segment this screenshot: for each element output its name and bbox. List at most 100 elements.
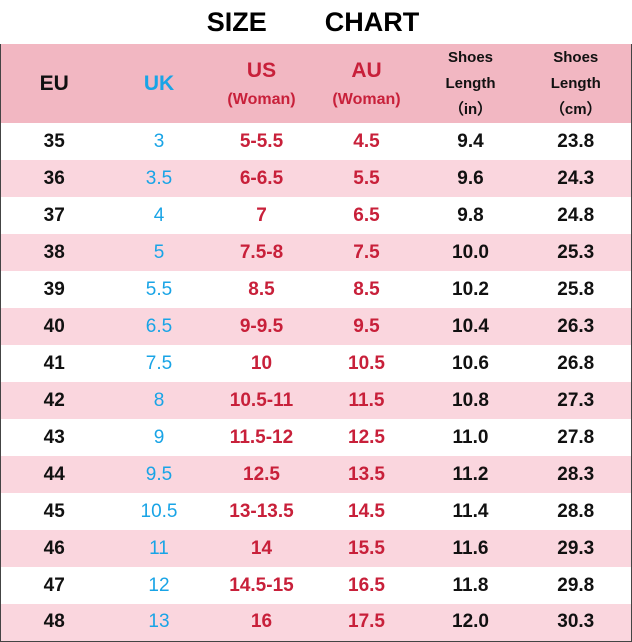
cell-uk: 3.5 [145,167,173,189]
cell-us: 10 [250,352,273,374]
cell-us: 14.5-15 [229,574,294,596]
title-word-size: SIZE [206,6,267,37]
table-row: 43 9 11.5-12 12.5 11.0 27.8 [0,419,632,456]
cell-us: 7 [256,204,267,226]
cell-eu: 40 [43,315,65,337]
cell-uk: 9.5 [145,463,173,485]
table-row: 44 9.5 12.5 13.5 11.2 28.3 [0,456,632,493]
cell-au: 17.5 [348,611,385,633]
cell-uk: 4 [153,204,165,226]
cell-au: 16.5 [348,574,385,596]
cell-length-in: 11.6 [452,537,489,559]
cell-length-in: 11.2 [452,463,489,485]
cell-length-in: 9.4 [457,130,484,152]
table-row: 39 5.5 8.5 8.5 10.2 25.8 [0,271,632,308]
cell-au: 15.5 [348,537,385,559]
chart-title: SIZE CHART [0,0,632,44]
cell-us: 7.5-8 [239,241,284,263]
cell-au: 6.5 [353,204,380,226]
header-eu-label: EU [39,71,69,95]
header-cm-line1: Shoes [553,48,599,66]
cell-au: 13.5 [348,463,385,485]
cell-length-cm: 29.8 [557,574,595,596]
cell-uk: 13 [148,611,170,633]
cell-us: 12.5 [243,463,280,485]
cell-au: 12.5 [348,426,385,448]
cell-us: 11.5-12 [229,426,294,448]
cell-length-cm: 30.3 [557,611,595,633]
cell-eu: 41 [43,352,65,374]
table-row: 42 8 10.5-11 11.5 10.8 27.3 [0,382,632,419]
table-row: 47 12 14.5-15 16.5 11.8 29.8 [0,567,632,604]
cell-length-in: 10.4 [452,315,489,337]
header-in-line3: （in） [448,100,493,118]
header-us: US (Woman) [211,44,313,123]
header-au: AU (Woman) [313,44,421,123]
header-in-line2: Length [445,74,496,92]
table-row: 37 4 7 6.5 9.8 24.8 [0,197,632,234]
table-row: 36 3.5 6-6.5 5.5 9.6 24.3 [0,160,632,197]
title-word-chart: CHART [324,6,420,37]
cell-length-in: 11.8 [452,574,489,596]
cell-length-cm: 27.3 [557,389,595,411]
header-uk: UK [108,44,211,123]
cell-length-in: 10.8 [452,389,489,411]
cell-length-cm: 24.3 [557,167,595,189]
header-us-label: US [246,58,277,82]
cell-eu: 46 [43,537,65,559]
size-table: EU UK US (Woman) AU (Woman) Shoes Length… [0,44,632,642]
cell-eu: 42 [43,389,65,411]
header-cm-line2: Length [550,74,601,92]
cell-length-in: 9.6 [457,167,484,189]
cell-uk: 5.5 [145,278,173,300]
cell-eu: 47 [43,574,65,596]
cell-length-cm: 28.8 [557,500,595,522]
table-row: 46 11 14 15.5 11.6 29.3 [0,530,632,567]
cell-length-cm: 25.8 [557,278,595,300]
header-au-sub: (Woman) [332,90,401,108]
cell-length-in: 10.2 [452,278,489,300]
size-table-body: 35 3 5-5.5 4.5 9.4 23.8 36 3.5 6-6.5 5.5 9.6 24.3 … [0,123,632,641]
cell-uk: 7.5 [145,352,173,374]
cell-eu: 48 [43,611,65,633]
header-in-line1: Shoes [447,48,493,66]
cell-au: 5.5 [353,167,380,189]
header-uk-label: UK [143,71,175,95]
cell-us: 10.5-11 [229,389,294,411]
cell-eu: 38 [43,241,65,263]
cell-uk: 5 [153,241,165,263]
cell-eu: 44 [43,463,65,485]
cell-length-in: 10.0 [452,241,489,263]
cell-eu: 37 [43,204,65,226]
cell-us: 13-13.5 [229,500,294,522]
cell-length-cm: 29.3 [557,537,595,559]
cell-au: 8.5 [353,278,380,300]
cell-length-in: 12.0 [452,611,489,633]
cell-length-in: 11.4 [452,500,489,522]
header-cm-line3: （cm） [549,100,602,118]
cell-au: 7.5 [353,241,380,263]
cell-length-in: 9.8 [457,204,484,226]
cell-uk: 10.5 [140,500,178,522]
cell-eu: 43 [43,426,65,448]
cell-length-cm: 24.8 [557,204,595,226]
table-row: 38 5 7.5-8 7.5 10.0 25.3 [0,234,632,271]
cell-length-cm: 28.3 [557,463,595,485]
table-row: 48 13 16 17.5 12.0 30.3 [0,604,632,641]
cell-length-cm: 26.3 [557,315,595,337]
cell-uk: 8 [153,389,165,411]
cell-eu: 36 [43,167,65,189]
cell-au: 10.5 [348,352,385,374]
header-au-label: AU [351,58,382,82]
header-row: EU UK US (Woman) AU (Woman) Shoes Length… [0,44,632,123]
cell-uk: 3 [153,130,165,152]
cell-us: 14 [250,537,273,559]
table-row: 40 6.5 9-9.5 9.5 10.4 26.3 [0,308,632,345]
header-us-sub: (Woman) [227,90,296,108]
cell-au: 14.5 [348,500,385,522]
table-row: 45 10.5 13-13.5 14.5 11.4 28.8 [0,493,632,530]
cell-us: 16 [250,611,273,633]
cell-au: 4.5 [353,130,380,152]
cell-us: 8.5 [248,278,275,300]
cell-us: 6-6.5 [239,167,284,189]
